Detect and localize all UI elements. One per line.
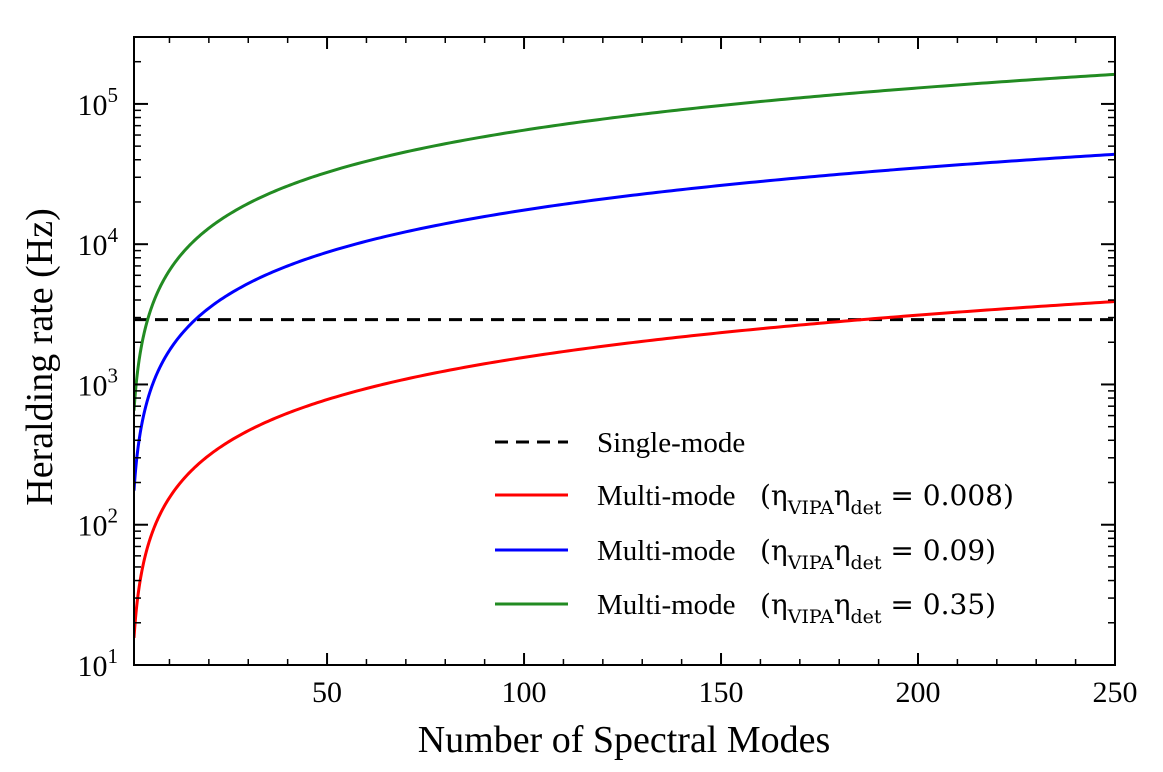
x-tick-label: 200 bbox=[896, 676, 941, 709]
legend-eta-expression-3: (ηVIPAηdet = 0.09) bbox=[760, 534, 996, 574]
legend-eta-expression-4: (ηVIPAηdet = 0.35) bbox=[760, 588, 996, 628]
x-tick-label: 50 bbox=[312, 676, 342, 709]
y-tick-labels: 101 102 103 104 105 bbox=[78, 83, 119, 683]
legend: Single-mode Multi-mode (ηVIPAηdet = 0.008)… bbox=[495, 427, 1014, 628]
y-tick-label: 101 bbox=[78, 644, 119, 683]
data-curves bbox=[134, 72, 1115, 639]
y-tick-label: 104 bbox=[78, 223, 119, 262]
series-line-2 bbox=[134, 300, 1115, 639]
series-line-4 bbox=[134, 72, 1115, 411]
axis-ticks bbox=[134, 36, 1116, 666]
x-tick-label: 150 bbox=[699, 676, 744, 709]
y-tick-label: 103 bbox=[78, 363, 119, 402]
legend-label-3: Multi-mode bbox=[597, 535, 736, 567]
plot-frame bbox=[133, 36, 1116, 666]
y-axis-title: Heralding rate (Hz) bbox=[19, 208, 61, 506]
series-line-3 bbox=[134, 152, 1115, 491]
x-tick-label: 100 bbox=[502, 676, 547, 709]
x-tick-labels: 50 100 150 200 250 bbox=[312, 676, 1137, 709]
legend-label-1: Single-mode bbox=[597, 427, 745, 459]
y-tick-label: 102 bbox=[78, 504, 119, 543]
x-axis-title: Number of Spectral Modes bbox=[418, 719, 831, 761]
legend-label-2: Multi-mode bbox=[597, 480, 736, 512]
legend-label-4: Multi-mode bbox=[597, 589, 736, 621]
legend-eta-expression-2: (ηVIPAηdet = 0.008) bbox=[760, 479, 1014, 519]
x-tick-label: 250 bbox=[1093, 676, 1138, 709]
y-tick-label: 105 bbox=[78, 83, 119, 122]
